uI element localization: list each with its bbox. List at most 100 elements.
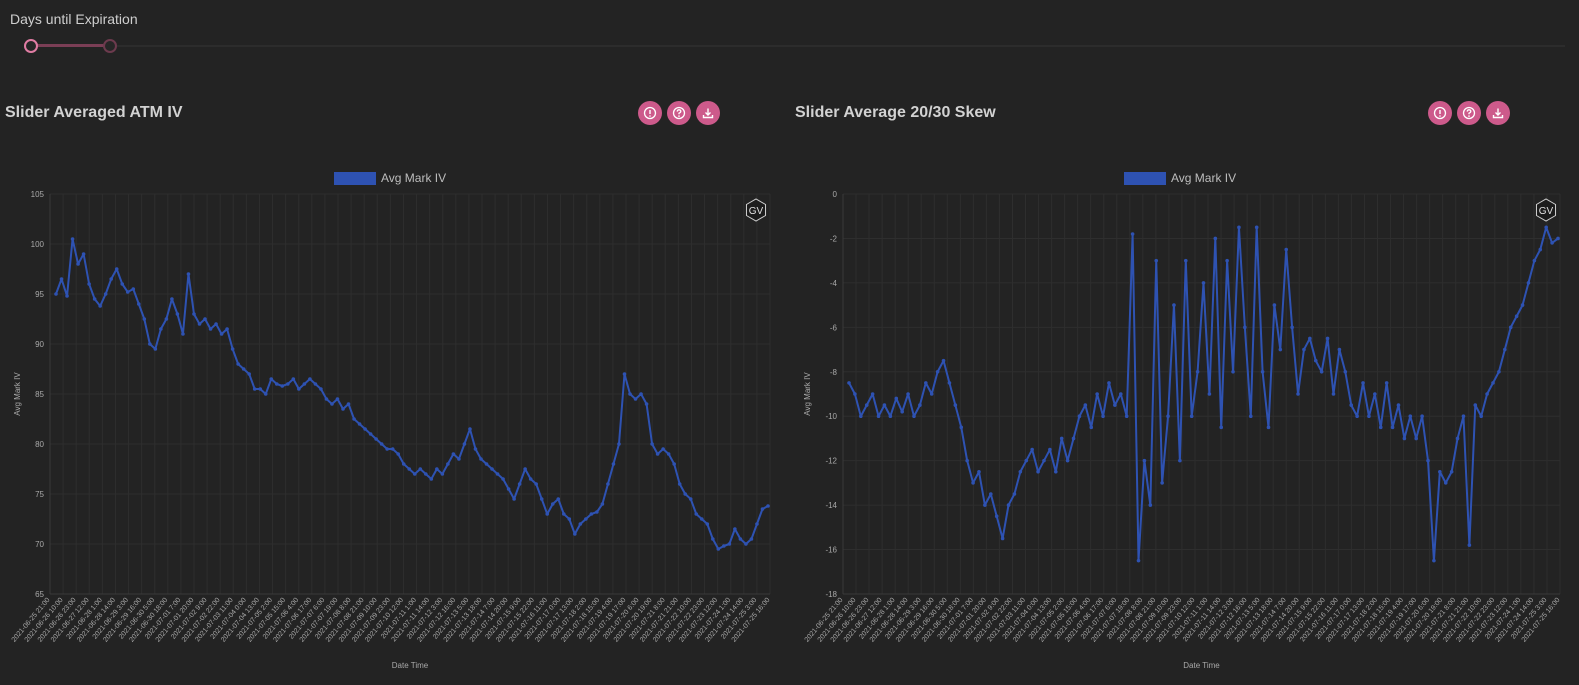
data-point bbox=[175, 312, 180, 316]
slider-track[interactable] bbox=[30, 45, 1565, 47]
data-point bbox=[589, 512, 594, 516]
data-point bbox=[363, 427, 367, 431]
data-point bbox=[1361, 381, 1365, 385]
download-icon bbox=[1492, 108, 1504, 119]
info-icon bbox=[1433, 106, 1447, 120]
data-point bbox=[1107, 381, 1111, 385]
data-point bbox=[1414, 436, 1418, 441]
data-point bbox=[1272, 303, 1277, 307]
info-button[interactable] bbox=[638, 101, 662, 125]
data-point bbox=[1059, 436, 1064, 441]
data-point bbox=[1207, 392, 1212, 396]
help-button[interactable] bbox=[667, 101, 691, 125]
data-point bbox=[385, 447, 389, 451]
data-point bbox=[760, 507, 765, 511]
data-point bbox=[924, 381, 928, 385]
data-point bbox=[606, 482, 610, 486]
data-point bbox=[186, 272, 191, 276]
data-point bbox=[1000, 536, 1005, 541]
help-button[interactable] bbox=[1457, 101, 1481, 125]
data-point bbox=[1284, 247, 1289, 252]
data-point bbox=[617, 442, 621, 446]
info-button[interactable] bbox=[1428, 101, 1452, 125]
data-point bbox=[639, 392, 643, 396]
series-line bbox=[55, 238, 769, 550]
data-point bbox=[1101, 414, 1105, 419]
data-point bbox=[219, 332, 224, 336]
data-point bbox=[1319, 369, 1324, 374]
y-tick-label: 75 bbox=[35, 490, 44, 499]
data-point bbox=[252, 387, 257, 391]
data-point bbox=[59, 277, 64, 281]
data-point bbox=[1491, 381, 1495, 385]
data-point bbox=[1042, 458, 1046, 463]
data-point bbox=[1514, 314, 1519, 319]
data-point bbox=[324, 397, 329, 401]
y-axis-title: Avg Mark IV bbox=[13, 372, 22, 416]
data-point bbox=[959, 425, 964, 430]
data-point bbox=[479, 457, 483, 461]
data-point bbox=[192, 312, 196, 316]
data-point bbox=[1556, 236, 1560, 241]
download-button[interactable] bbox=[696, 101, 720, 125]
data-point bbox=[977, 469, 981, 474]
data-point bbox=[159, 327, 163, 331]
data-point bbox=[1308, 336, 1312, 341]
y-tick-label: -4 bbox=[830, 279, 838, 288]
data-point bbox=[1095, 392, 1099, 396]
data-point bbox=[650, 442, 654, 446]
data-point bbox=[446, 462, 450, 466]
data-point bbox=[1532, 258, 1537, 263]
download-button[interactable] bbox=[1486, 101, 1510, 125]
data-point bbox=[390, 447, 395, 451]
data-point bbox=[622, 372, 627, 376]
slider-thumb-max[interactable] bbox=[103, 39, 117, 53]
data-point bbox=[683, 492, 688, 496]
data-point bbox=[451, 452, 456, 456]
data-point bbox=[1402, 436, 1407, 441]
data-point bbox=[1520, 303, 1525, 307]
data-point bbox=[953, 403, 958, 407]
data-point bbox=[429, 477, 434, 481]
data-point bbox=[600, 502, 605, 506]
data-point bbox=[1178, 458, 1182, 463]
y-tick-label: 105 bbox=[31, 190, 45, 199]
data-point bbox=[468, 427, 472, 431]
data-point bbox=[894, 396, 899, 401]
data-point bbox=[633, 397, 638, 401]
panel-title-atm-iv: Slider Averaged ATM IV bbox=[5, 104, 183, 121]
data-point bbox=[1089, 425, 1094, 430]
data-point bbox=[236, 362, 240, 366]
data-point bbox=[539, 497, 544, 501]
data-point bbox=[1071, 436, 1076, 441]
data-point bbox=[70, 237, 75, 241]
data-point bbox=[423, 472, 428, 476]
help-icon bbox=[1462, 106, 1476, 120]
data-point bbox=[1077, 414, 1082, 419]
data-point bbox=[401, 462, 406, 466]
data-point bbox=[733, 527, 737, 531]
data-point bbox=[418, 467, 423, 471]
data-point bbox=[1550, 241, 1554, 245]
data-point bbox=[114, 267, 119, 271]
data-point bbox=[584, 517, 588, 521]
data-point bbox=[1461, 414, 1466, 419]
data-point bbox=[1136, 558, 1141, 563]
legend-swatch bbox=[334, 172, 376, 185]
data-point bbox=[1195, 369, 1200, 374]
data-point bbox=[523, 467, 527, 471]
data-point bbox=[440, 472, 445, 476]
data-point bbox=[374, 437, 378, 441]
data-point bbox=[705, 522, 710, 526]
data-point bbox=[1018, 469, 1023, 474]
data-point bbox=[749, 537, 754, 541]
data-point bbox=[81, 252, 86, 256]
data-point bbox=[1396, 403, 1401, 407]
data-point bbox=[319, 387, 323, 391]
data-point bbox=[197, 322, 202, 326]
slider-thumb-min[interactable] bbox=[24, 39, 38, 53]
data-point bbox=[1544, 225, 1548, 230]
data-point bbox=[1408, 414, 1413, 419]
data-point bbox=[567, 517, 572, 521]
y-tick-label: 70 bbox=[35, 540, 44, 549]
